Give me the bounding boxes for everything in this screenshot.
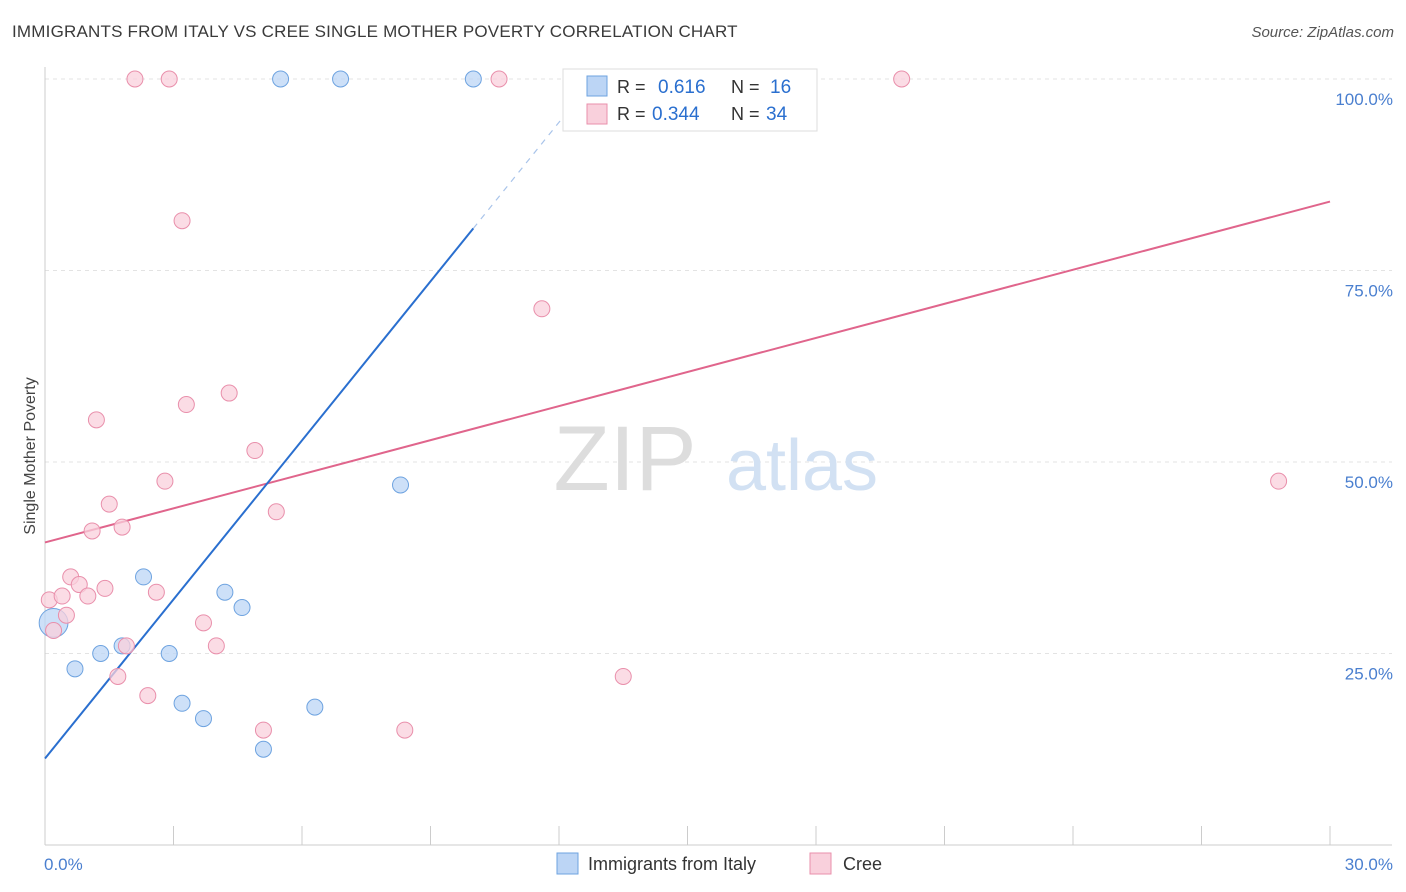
point-italy-12 [306,698,324,716]
chart-title: IMMIGRANTS FROM ITALY VS CREE SINGLE MOT… [12,22,738,41]
x-tick-label-min: 0.0% [44,855,83,874]
point-italy-5 [160,645,178,662]
point-cree-27 [396,721,414,739]
point-cree-19 [173,212,191,230]
point-cree-29 [533,300,551,318]
watermark-zip: ZIP [553,408,696,510]
point-cree-20 [177,396,195,414]
legend-swatch-cree [809,852,832,875]
x-tick-label-max: 30.0% [1345,855,1393,874]
point-italy-11 [272,70,290,88]
point-cree-17 [156,472,174,490]
point-cree-9 [96,579,114,597]
stats-r-label-cree: R = [617,104,646,124]
point-cree-11 [109,667,127,685]
point-cree-1 [45,622,63,640]
stats-n-label-cree: N = [731,104,760,124]
legend-label-italy: Immigrants from Italy [588,854,756,874]
trend-line-italy [44,227,475,760]
point-cree-18 [160,70,178,88]
stats-legend: R = 0.616 N = 16 R = 0.344 N = 34 [562,68,818,132]
y-axis-label: Single Mother Poverty [22,377,39,534]
point-cree-25 [254,721,272,739]
point-cree-30 [614,667,632,685]
point-italy-2 [92,645,110,662]
point-cree-24 [246,442,264,460]
point-cree-7 [83,522,101,540]
point-italy-6 [173,694,191,712]
point-cree-16 [147,583,165,601]
stats-n-value-cree: 34 [766,104,788,125]
point-cree-15 [139,687,157,705]
stats-r-value-italy: 0.616 [658,77,706,98]
stats-n-label-italy: N = [731,77,760,97]
chart-source: Source: ZipAtlas.com [1251,24,1394,41]
watermark-atlas: atlas [726,426,878,506]
point-cree-22 [207,637,225,655]
point-italy-1 [66,660,84,678]
point-cree-28 [490,70,508,88]
point-cree-3 [57,606,75,624]
point-cree-14 [126,70,144,88]
stats-swatch-italy [586,75,608,97]
point-italy-4 [135,568,153,586]
stats-n-value-italy: 16 [770,77,791,98]
y-tick-label-75: 75.0% [1345,282,1393,301]
point-cree-32 [893,70,911,88]
y-tick-label-25: 25.0% [1345,665,1393,684]
series-legend: Immigrants from Italy Cree [556,852,882,875]
point-cree-10 [100,495,118,513]
point-cree-5 [70,576,88,594]
grid-lines: 25.0% 50.0% 75.0% 100.0% [45,78,1393,684]
point-cree-12 [113,518,131,536]
point-cree-6 [79,587,97,605]
point-italy-9 [233,599,251,617]
axes [44,67,1392,846]
y-tick-label-50: 50.0% [1345,473,1393,492]
point-italy-14 [392,476,410,494]
y-tick-label-100: 100.0% [1335,90,1393,109]
point-cree-13 [117,637,135,655]
data-points [38,70,1288,758]
stats-r-value-cree: 0.344 [652,104,700,125]
point-italy-7 [194,710,212,728]
point-italy-10 [254,740,272,758]
watermark: ZIP atlas [553,408,878,510]
stats-swatch-cree [586,103,608,125]
point-cree-21 [194,614,212,632]
point-cree-8 [87,411,105,429]
point-italy-15 [464,70,482,88]
legend-swatch-italy [556,852,579,875]
point-cree-2 [53,587,71,605]
legend-label-cree: Cree [843,854,882,874]
point-cree-26 [267,503,285,521]
trend-line-cree [44,200,1331,544]
point-cree-33 [1270,472,1288,490]
point-cree-23 [220,384,238,402]
point-italy-8 [216,583,234,601]
stats-r-label-italy: R = [617,77,646,97]
point-italy-13 [332,70,350,88]
